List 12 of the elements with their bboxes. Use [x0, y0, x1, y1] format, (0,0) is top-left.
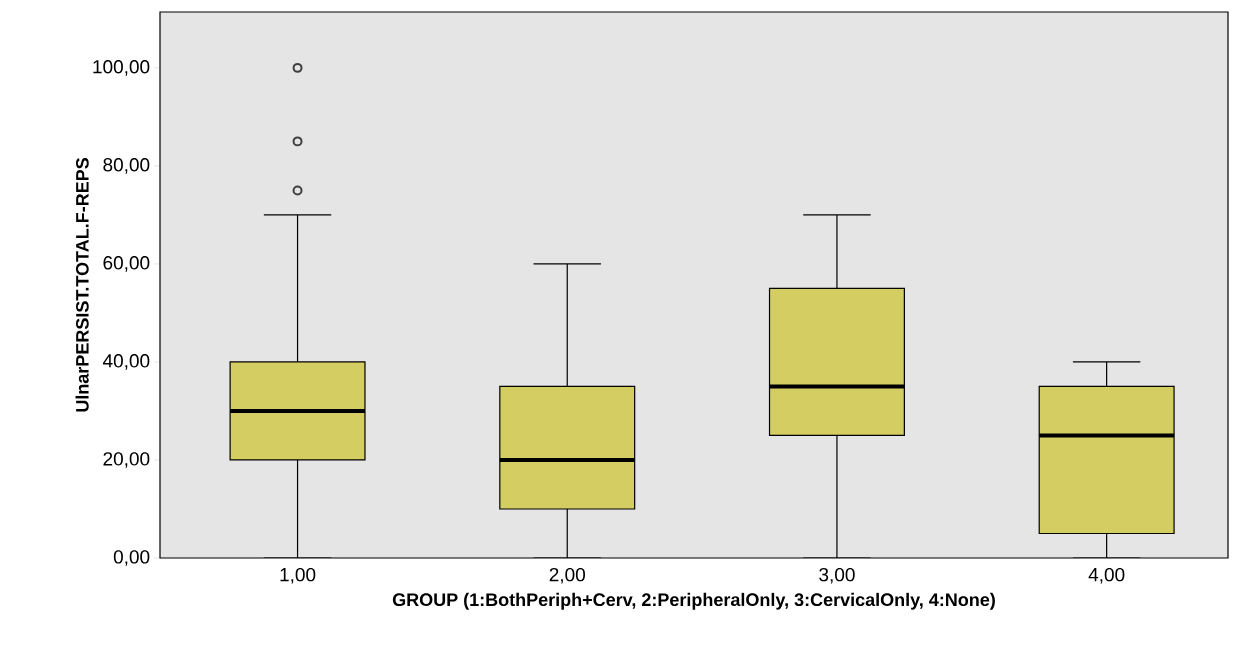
y-tick-label: 40,00	[102, 354, 150, 370]
y-axis-title: UlnarPERSIST.TOTAL.F-REPS	[75, 158, 89, 412]
x-tick-label: 4,00	[1088, 567, 1125, 584]
x-axis-title: GROUP (1:BothPeriph+Cerv, 2:PeripheralOnly, 3:CervicalOnly, 4:None)	[392, 592, 995, 610]
y-tick-label: 20,00	[103, 452, 150, 468]
x-tick-label: 2,00	[549, 567, 585, 584]
x-tick-label: 1,00	[280, 567, 316, 584]
y-tick-label: 80,00	[103, 158, 150, 174]
y-tick-label: 60,00	[103, 256, 150, 272]
y-tick-label: 100,00	[93, 60, 150, 76]
x-tick-label: 3,00	[819, 567, 855, 584]
y-tick-label: 0,00	[113, 550, 150, 566]
